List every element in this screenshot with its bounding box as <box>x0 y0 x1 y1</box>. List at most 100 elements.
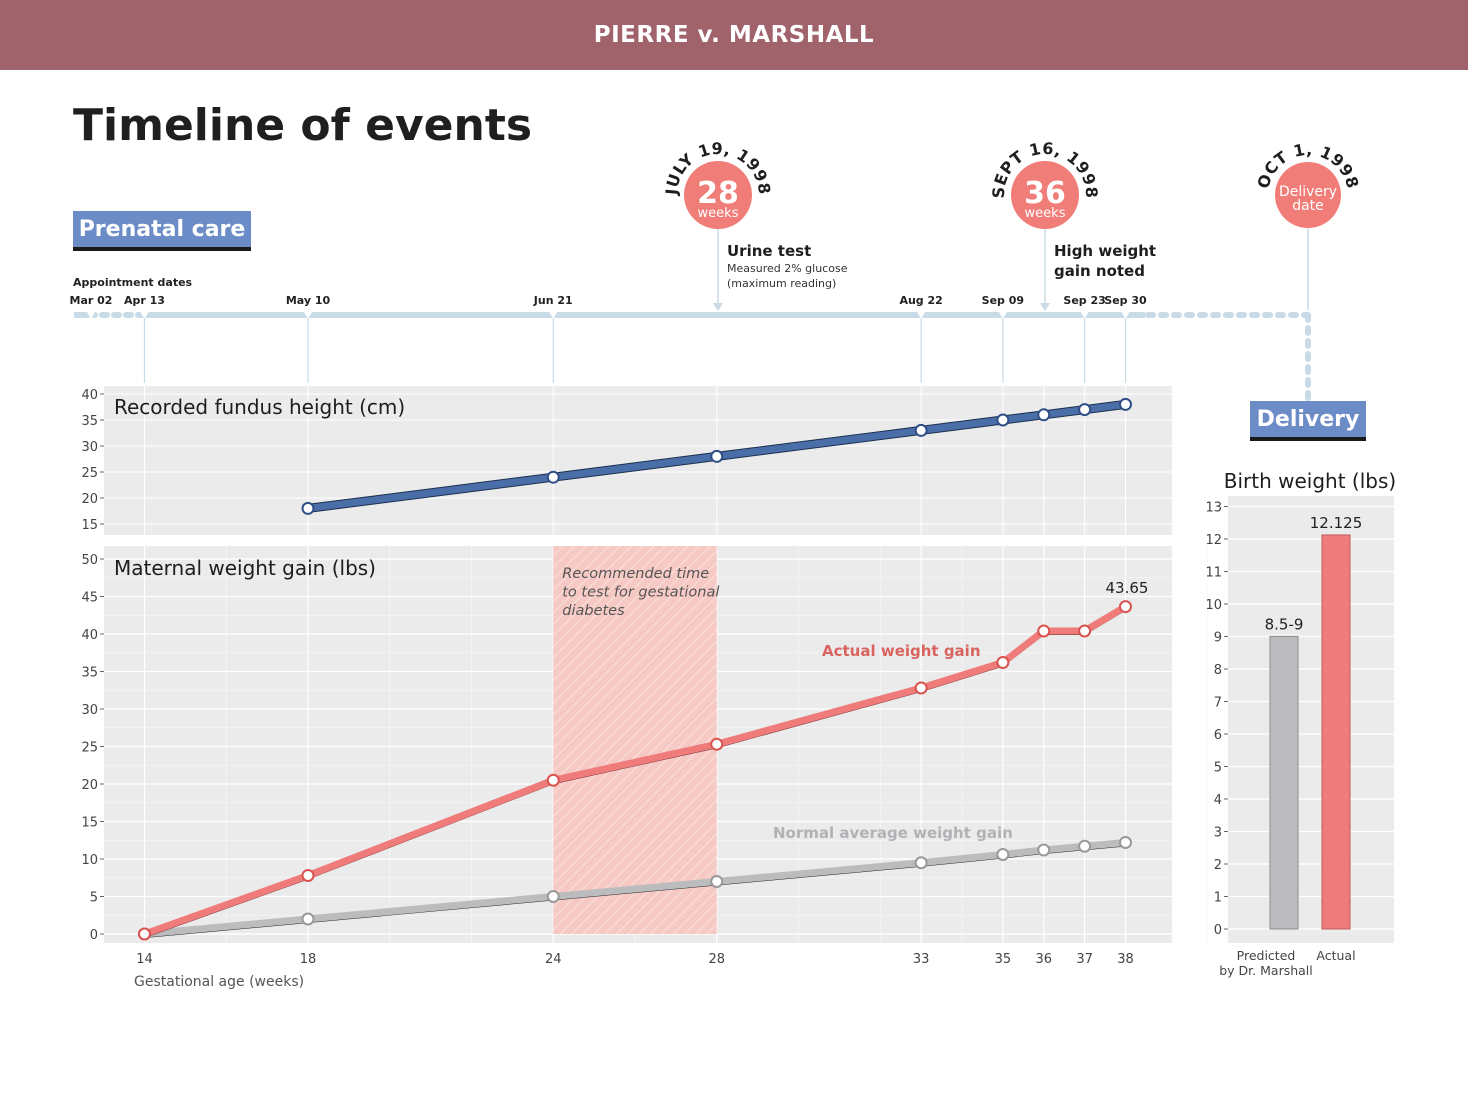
weight-chart-title: Maternal weight gain (lbs) <box>114 556 376 580</box>
weight-x-tick-label: 18 <box>300 952 317 967</box>
delivery-date-circle <box>1275 162 1341 228</box>
fundus-line <box>304 400 1129 512</box>
fundus-y-tick-label: 30 <box>81 440 98 455</box>
fundus-y-tick-label: 40 <box>81 388 98 403</box>
weight-y-tick-label: 50 <box>81 553 98 568</box>
appointments-label: Appointment dates <box>73 276 193 289</box>
case-title: PIERRE v. MARSHALL <box>593 22 875 48</box>
normal-weight-point <box>1037 843 1051 857</box>
birth-weight-category-label: Predicted <box>1237 948 1296 963</box>
milestone-weeks-number: 36 <box>1024 176 1066 211</box>
appointment-marker <box>1121 312 1130 319</box>
birth-weight-value-label: 8.5-9 <box>1265 616 1304 634</box>
recommended-testing-label: to test for gestational <box>562 585 719 601</box>
appointment-date-label: Aug 22 <box>899 294 942 307</box>
appointment-date-label: Sep 09 <box>982 294 1024 307</box>
fundus-y-tick-label: 25 <box>81 466 98 481</box>
weight-x-tick-label: 38 <box>1117 952 1134 967</box>
weight-x-axis-title: Gestational age (weeks) <box>134 974 304 990</box>
actual-weight-point <box>710 737 724 751</box>
delivery-label: Delivery <box>1256 406 1360 432</box>
actual-weight-point <box>138 927 151 941</box>
birth-weight-y-tick-label: 2 <box>1214 858 1222 873</box>
prenatal-care-label: Prenatal care <box>78 216 246 242</box>
weight-y-tick-label: 0 <box>90 928 98 943</box>
fundus-point <box>301 501 315 515</box>
fundus-y-tick-label: 20 <box>81 492 98 507</box>
birth-weight-y-tick-label: 0 <box>1214 923 1222 938</box>
milestone-weeks-unit: weeks <box>698 206 739 221</box>
prenatal-care-tag: Prenatal care <box>73 211 251 251</box>
appointment-marker <box>1080 312 1089 319</box>
delivery-date-line: date <box>1292 198 1324 214</box>
weight-y-tick-label: 25 <box>81 741 98 756</box>
fundus-chart-title: Recorded fundus height (cm) <box>114 395 405 419</box>
birth-weight-y-tick-label: 4 <box>1214 793 1222 808</box>
appointment-date-label: Sep 30 <box>1104 294 1147 307</box>
weight-x-tick-label: 14 <box>136 952 153 967</box>
milestone-weeks-unit: weeks <box>1025 206 1066 221</box>
birth-weight-y-tick-label: 3 <box>1214 826 1222 841</box>
weight-x-tick-label: 35 <box>995 952 1012 967</box>
normal-weight-point <box>301 912 315 926</box>
event-title: Urine test <box>727 242 811 260</box>
weight-y-tick-label: 35 <box>81 666 98 681</box>
actual-weight-point <box>546 773 560 787</box>
normal-weight-point <box>710 875 724 888</box>
recommended-testing-label: diabetes <box>562 603 625 619</box>
weight-y-tick-label: 30 <box>81 703 98 718</box>
weight-x-tick-label: 36 <box>1035 952 1052 967</box>
weight-y-tick-label: 15 <box>81 816 98 831</box>
appointment-marker <box>140 312 149 319</box>
appointment-date-label: Jun 21 <box>533 294 573 307</box>
milestone-arrow <box>1040 303 1050 311</box>
case-title-banner: PIERRE v. MARSHALL <box>0 0 1468 70</box>
normal-weight-point <box>996 848 1010 861</box>
birth-weight-y-tick-label: 11 <box>1205 566 1222 581</box>
weight-y-tick-label: 5 <box>90 891 98 906</box>
birth-weight-y-tick-label: 5 <box>1214 761 1222 776</box>
birth-weight-y-tick-label: 1 <box>1214 891 1222 906</box>
appointment-marker <box>304 312 312 319</box>
actual-weight-point <box>301 869 315 882</box>
normal-weight-series-label: Normal average weight gain <box>773 824 1013 842</box>
milestone-circle <box>1011 161 1079 229</box>
fundus-y-tick-label: 35 <box>81 414 98 429</box>
fundus-point <box>996 413 1010 427</box>
weight-y-tick-label: 40 <box>81 628 98 643</box>
actual-weight-series-label: Actual weight gain <box>822 642 981 660</box>
recommended-testing-band <box>553 546 717 934</box>
birth-weight-y-tick-label: 8 <box>1214 663 1222 678</box>
fundus-point <box>1119 397 1132 411</box>
fundus-point <box>1078 403 1092 417</box>
delivery-date-line: Delivery <box>1279 184 1337 200</box>
fundus-point <box>914 423 928 437</box>
birth-weight-category-label: by Dr. Marshall <box>1219 963 1313 978</box>
milestone-weeks-number: 28 <box>697 176 739 211</box>
delivery-tag: Delivery <box>1250 401 1366 441</box>
milestone-arrow <box>713 303 723 311</box>
event-title-line: High weight <box>1054 242 1156 260</box>
normal-weight-point <box>546 890 560 903</box>
actual-weight-point <box>914 681 928 695</box>
weight-x-tick-label: 33 <box>913 952 930 967</box>
actual-weight-point <box>1037 624 1051 638</box>
page-title: Timeline of events <box>73 100 533 151</box>
event-title-line: gain noted <box>1054 262 1145 280</box>
appointment-date-label: May 10 <box>286 294 331 307</box>
birth-weight-category-label: Actual <box>1316 948 1355 963</box>
appointment-marker <box>87 312 95 319</box>
weight-y-tick-label: 20 <box>81 778 98 793</box>
fundus-panel-bg <box>104 386 1172 535</box>
actual-weight-point <box>1119 600 1132 614</box>
actual-weight-point <box>1078 624 1092 638</box>
fundus-point <box>546 470 560 484</box>
weight-x-tick-label: 37 <box>1076 952 1093 967</box>
appointment-marker <box>998 312 1007 319</box>
birth-weight-panel-bg <box>1228 496 1394 943</box>
normal-weight-point <box>914 856 928 870</box>
birth-weight-bar <box>1269 636 1299 930</box>
actual-weight-point <box>996 656 1010 669</box>
birth-weight-chart-title: Birth weight (lbs) <box>1224 469 1396 493</box>
fundus-point <box>1037 408 1051 422</box>
